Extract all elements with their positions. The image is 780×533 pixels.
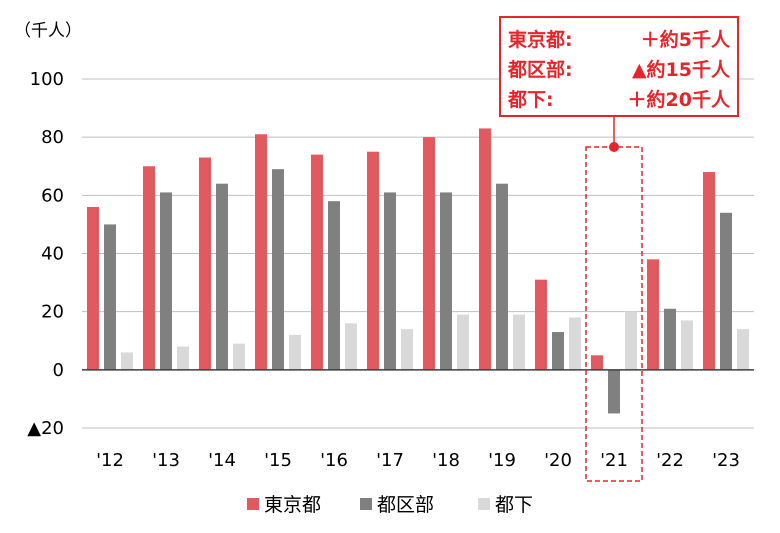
bar	[457, 314, 469, 370]
x-tick-label: '15	[264, 450, 292, 471]
x-tick-label: '23	[712, 450, 740, 471]
bar	[737, 329, 749, 370]
x-tick-label: '16	[320, 450, 348, 471]
legend-swatch	[360, 498, 372, 510]
bar	[496, 183, 508, 370]
bar	[177, 346, 189, 370]
x-axis-ticks: '12 '13 '14 '15 '16 '17 '18 '19 '20 '21 '22 '23	[96, 450, 740, 471]
y-tick-label: ▲20	[27, 418, 64, 439]
bar	[681, 320, 693, 370]
y-tick-label: 0	[53, 360, 64, 381]
x-tick-label: '18	[432, 450, 460, 471]
bar	[199, 157, 211, 370]
annotation-box	[499, 16, 739, 117]
bar	[552, 332, 564, 370]
bar	[143, 166, 155, 370]
bar	[272, 169, 284, 370]
bar	[87, 206, 99, 370]
bar	[608, 369, 620, 414]
legend-swatch	[247, 498, 259, 510]
x-tick-label: '12	[96, 450, 124, 471]
bar	[104, 224, 116, 370]
bar	[255, 134, 267, 370]
bar	[535, 279, 547, 370]
legend-label: 都区部	[377, 494, 434, 516]
bar	[160, 192, 172, 370]
bar	[401, 329, 413, 370]
bar	[367, 151, 379, 370]
bar	[345, 323, 357, 370]
legend-swatch	[478, 498, 490, 510]
x-tick-label: '14	[208, 450, 236, 471]
bar	[513, 314, 525, 370]
annotation-value: ▲約15千人	[632, 58, 731, 81]
bar	[328, 201, 340, 370]
x-tick-label: '17	[376, 450, 404, 471]
y-tick-label: 40	[41, 244, 64, 265]
bar	[703, 172, 715, 370]
bar	[647, 259, 659, 370]
bar	[289, 334, 301, 370]
y-tick-label: 20	[41, 302, 64, 323]
bar	[384, 192, 396, 370]
bar	[479, 128, 491, 370]
y-tick-label: 80	[41, 127, 64, 148]
bar	[664, 308, 676, 370]
x-tick-label: '21	[600, 450, 628, 471]
bar	[625, 311, 637, 370]
bar	[311, 154, 323, 370]
annotation-value: ＋約5千人	[641, 28, 731, 51]
gridlines	[82, 78, 754, 429]
bar	[720, 212, 732, 370]
annotation-value: ＋約20千人	[628, 88, 731, 111]
x-tick-label: '22	[656, 450, 684, 471]
legend-label: 都下	[495, 494, 533, 516]
y-tick-label: 100	[30, 69, 64, 90]
unit-label: （千人）	[14, 21, 82, 41]
y-tick-label: 60	[41, 185, 64, 206]
bar	[569, 317, 581, 370]
x-tick-label: '13	[152, 450, 180, 471]
annotation-series-name: 東京都:	[508, 28, 573, 51]
bar	[440, 192, 452, 370]
bar	[423, 137, 435, 370]
bar	[121, 352, 133, 370]
annotation-series-name: 都区部:	[507, 58, 573, 81]
bars	[87, 128, 749, 414]
annotation-dot	[609, 142, 619, 152]
annotation-series-name: 都下:	[507, 89, 554, 111]
bar	[591, 355, 603, 370]
y-axis-ticks: 100 80 60 40 20 0 ▲20	[27, 69, 64, 439]
x-tick-label: '19	[488, 450, 516, 471]
bar	[216, 183, 228, 370]
legend-label: 東京都	[264, 494, 321, 516]
bar	[233, 343, 245, 370]
x-tick-label: '20	[544, 450, 572, 471]
legend: 東京都 都区部 都下	[247, 494, 533, 516]
